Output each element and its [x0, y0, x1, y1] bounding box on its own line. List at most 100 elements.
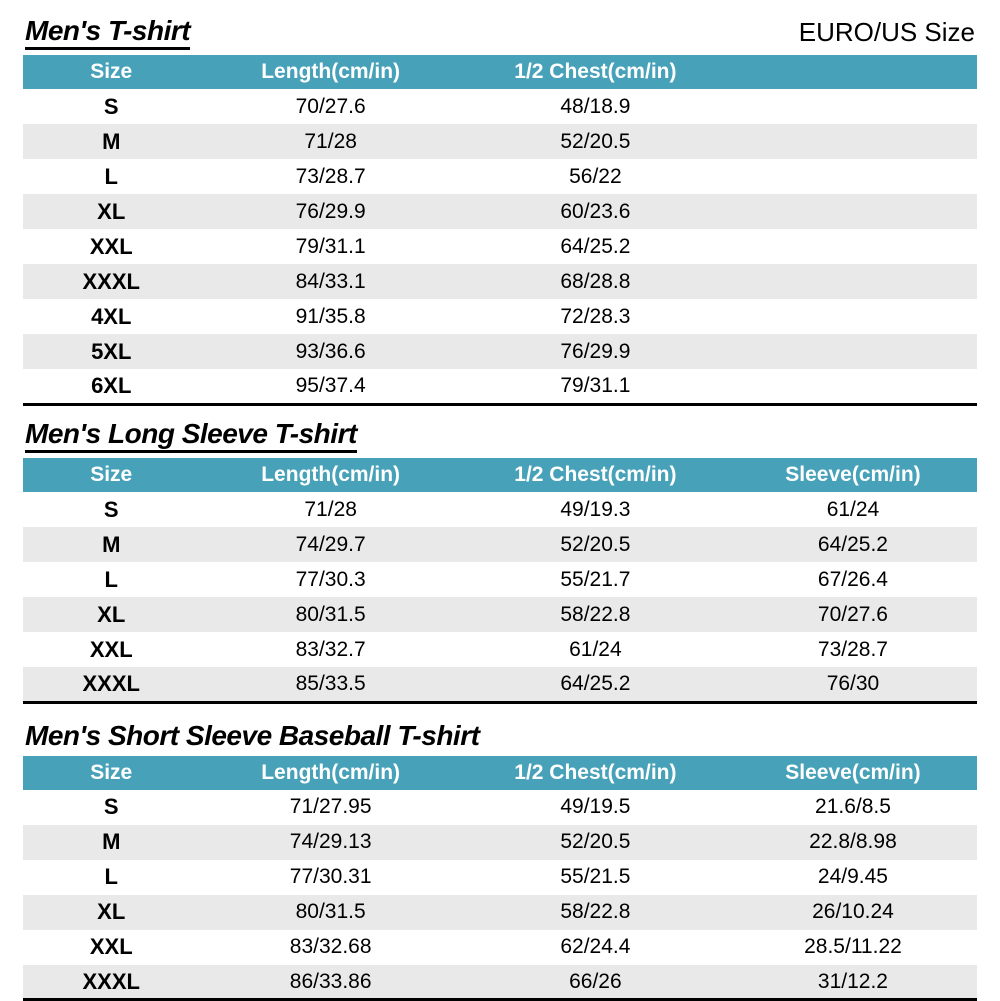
mens-baseball-size-table: Size Length(cm/in) 1/2 Chest(cm/in) Sleeve(…	[23, 755, 977, 1001]
section-mens-tshirt: Men's T-shirt EURO/US Size Size Length(cm…	[23, 16, 977, 406]
measurement-cell: 83/32.68	[289, 935, 372, 959]
size-cell: L	[104, 566, 118, 592]
measurement-cell: 55/21.5	[560, 865, 631, 889]
column-header	[728, 55, 977, 90]
column-header: 1/2 Chest(cm/in)	[461, 458, 729, 493]
table-row: XXXL 84/33.1 68/28.8	[23, 264, 977, 300]
column-header: Sleeve(cm/in)	[728, 755, 977, 790]
size-cell: XXXL	[82, 671, 140, 697]
section-title-mens-short-sleeve-baseball-tshirt: Men's Short Sleeve Baseball T-shirt	[25, 720, 480, 752]
section-mens-short-sleeve-baseball-tshirt: Men's Short Sleeve Baseball T-shirt Size…	[23, 717, 977, 1001]
measurement-cell: 22.8/8.98	[809, 830, 897, 854]
table-row: L 77/30.31 55/21.5 24/9.45	[23, 860, 977, 895]
measurement-cell: 64/25.2	[817, 532, 888, 556]
size-cell: XL	[97, 601, 126, 627]
size-cell: 6XL	[91, 373, 132, 399]
measurement-cell: 60/23.6	[560, 199, 631, 223]
size-cell: M	[102, 128, 121, 154]
size-cell: 4XL	[91, 303, 132, 329]
measurement-cell: 71/28	[304, 497, 357, 521]
measurement-cell: 79/31.1	[560, 374, 631, 398]
title-row: Men's Long Sleeve T-shirt	[25, 419, 975, 454]
table-row: XXL 83/32.68 62/24.4 28.5/11.22	[23, 930, 977, 965]
measurement-cell: 55/21.7	[560, 567, 631, 591]
measurement-cell: 74/29.7	[295, 532, 366, 556]
size-cell: M	[102, 829, 121, 855]
size-cell: XXXL	[82, 268, 140, 294]
table-row: M 71/28 52/20.5	[23, 124, 977, 160]
measurement-cell: 83/32.7	[295, 637, 366, 661]
mens-tshirt-size-table: Size Length(cm/in) 1/2 Chest(cm/in) S 70/27.…	[23, 55, 977, 406]
measurement-cell	[729, 299, 977, 334]
table-row: M 74/29.13 52/20.5 22.8/8.98	[23, 824, 977, 860]
measurement-cell: 79/31.1	[295, 234, 366, 258]
measurement-cell: 73/28.7	[817, 637, 888, 661]
measurement-cell: 93/36.6	[295, 339, 366, 363]
title-row: Men's Short Sleeve Baseball T-shirt	[25, 717, 975, 751]
measurement-cell: 31/12.2	[817, 969, 888, 993]
measurement-cell	[729, 89, 977, 124]
measurement-cell: 70/27.6	[295, 94, 366, 118]
size-cell: XL	[97, 899, 126, 925]
measurement-cell: 56/22	[569, 164, 622, 188]
table-row: XL 80/31.5 58/22.8 26/10.24	[23, 894, 977, 930]
table-row: L 77/30.3 55/21.7 67/26.4	[23, 562, 977, 597]
header-row: Size Length(cm/in) 1/2 Chest(cm/in) Sleeve(…	[23, 755, 977, 790]
measurement-cell: 49/19.3	[560, 497, 631, 521]
column-header: Size	[23, 458, 200, 493]
header-row: Size Length(cm/in) 1/2 Chest(cm/in)	[23, 55, 977, 90]
column-header: Length(cm/in)	[199, 755, 462, 790]
table-row: XXXL 85/33.5 64/25.2 76/30	[23, 667, 977, 703]
size-cell: XXL	[89, 233, 133, 259]
measurement-cell: 72/28.3	[560, 304, 631, 328]
measurement-cell: 76/29.9	[560, 339, 631, 363]
measurement-cell: 86/33.86	[289, 969, 372, 993]
size-cell: S	[103, 93, 119, 119]
table-row: XXL 83/32.7 61/24 73/28.7	[23, 632, 977, 667]
measurement-cell: 24/9.45	[817, 865, 888, 889]
measurement-cell: 68/28.8	[560, 269, 631, 293]
size-cell: XXL	[89, 934, 133, 960]
measurement-cell: 28.5/11.22	[804, 935, 902, 959]
measurement-cell: 76/29.9	[295, 199, 366, 223]
table-row: 5XL 93/36.6 76/29.9	[23, 334, 977, 370]
section-title-mens-tshirt: Men's T-shirt	[25, 16, 191, 51]
table-row: XXXL 86/33.86 66/26 31/12.2	[23, 964, 977, 1000]
size-cell: S	[103, 794, 119, 820]
table-row: XL 80/31.5 58/22.8 70/27.6	[23, 597, 977, 633]
size-cell: L	[104, 864, 118, 890]
measurement-cell	[729, 369, 977, 404]
column-header: Size	[23, 55, 200, 90]
table-row: L 73/28.7 56/22	[23, 159, 977, 194]
size-cell: L	[104, 163, 118, 189]
measurement-cell: 67/26.4	[817, 567, 888, 591]
table-row: S 71/27.95 49/19.5 21.6/8.5	[23, 790, 977, 825]
table-row: M 74/29.7 52/20.5 64/25.2	[23, 527, 977, 563]
section-mens-long-sleeve-tshirt: Men's Long Sleeve T-shirt Size Length(cm/…	[23, 419, 977, 704]
measurement-cell: 73/28.7	[295, 164, 366, 188]
measurement-cell: 52/20.5	[560, 129, 631, 153]
table-row: S 71/28 49/19.3 61/24	[23, 492, 977, 527]
mens-long-sleeve-size-table: Size Length(cm/in) 1/2 Chest(cm/in) Sleeve(…	[23, 458, 977, 704]
size-cell: S	[103, 496, 119, 522]
size-cell: M	[102, 531, 121, 557]
measurement-cell: 48/18.9	[560, 94, 631, 118]
column-header: 1/2 Chest(cm/in)	[461, 55, 729, 90]
column-header: Length(cm/in)	[199, 55, 462, 90]
measurement-cell: 64/25.2	[560, 672, 631, 696]
column-header: Sleeve(cm/in)	[728, 458, 977, 493]
measurement-cell: 71/27.95	[289, 795, 372, 819]
measurement-cell	[729, 124, 977, 159]
column-header: Size	[23, 755, 200, 790]
size-cell: XXL	[89, 636, 133, 662]
measurement-cell: 77/30.31	[289, 865, 372, 889]
measurement-cell: 49/19.5	[560, 795, 631, 819]
measurement-cell: 66/26	[569, 969, 622, 993]
measurement-cell: 91/35.8	[295, 304, 366, 328]
measurement-cell: 76/30	[826, 672, 880, 696]
measurement-cell: 80/31.5	[295, 602, 366, 626]
table-row: 4XL 91/35.8 72/28.3	[23, 299, 977, 334]
column-header: 1/2 Chest(cm/in)	[461, 755, 729, 790]
measurement-cell: 26/10.24	[812, 900, 894, 924]
